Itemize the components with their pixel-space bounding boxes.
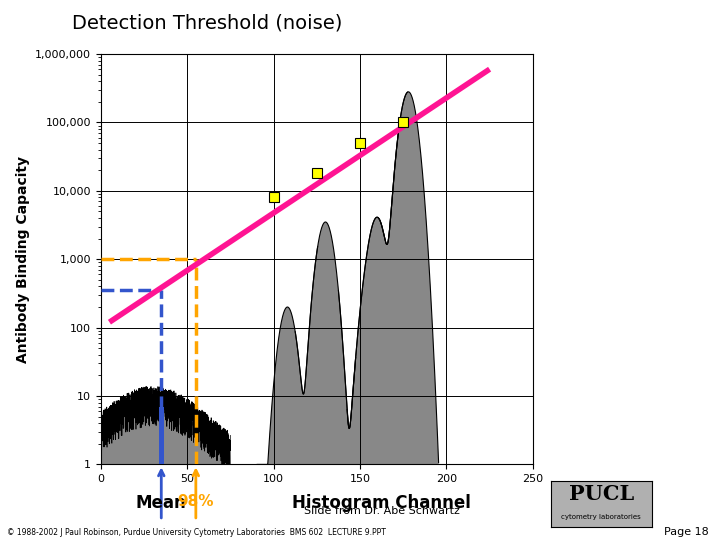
Text: Histogram Channel: Histogram Channel — [292, 494, 471, 512]
Text: 98%: 98% — [178, 494, 214, 509]
Text: cytometry laboratories: cytometry laboratories — [562, 514, 641, 521]
Y-axis label: Antibody Binding Capacity: Antibody Binding Capacity — [16, 156, 30, 363]
Text: Mean: Mean — [136, 494, 186, 512]
Text: © 1988-2002 J Paul Robinson, Purdue University Cytometry Laboratories  BMS 602  : © 1988-2002 J Paul Robinson, Purdue Univ… — [7, 528, 386, 537]
Text: Detection Threshold (noise): Detection Threshold (noise) — [72, 14, 343, 32]
Text: Slide from Dr. Abe Schwartz: Slide from Dr. Abe Schwartz — [304, 506, 459, 516]
Text: Page 18: Page 18 — [665, 527, 709, 537]
Text: PUCL: PUCL — [569, 484, 634, 504]
